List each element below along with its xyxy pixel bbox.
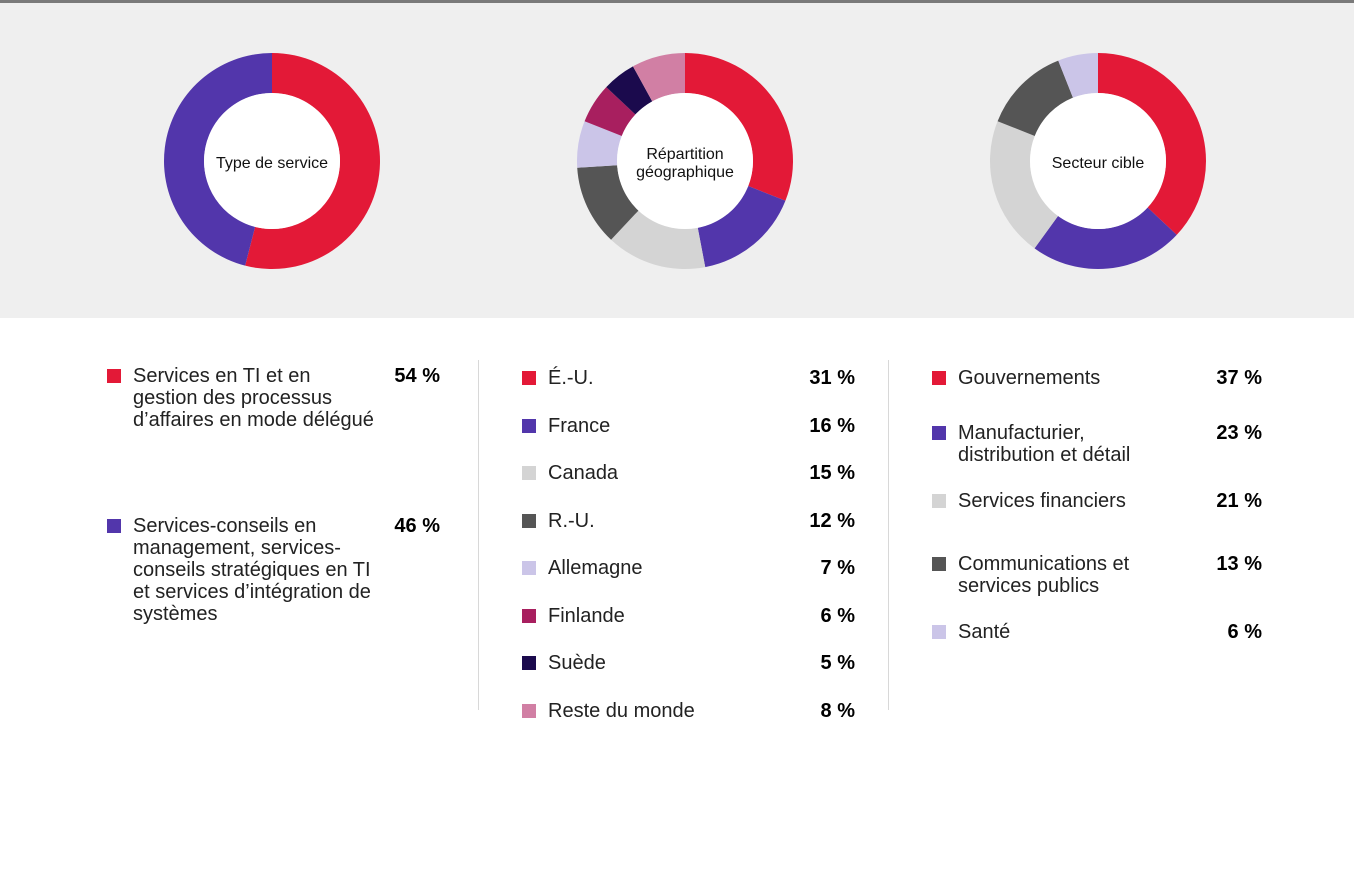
separator	[888, 360, 889, 710]
legend-label: Santé	[958, 621, 1011, 643]
donut-title: Répartition géographique	[636, 146, 734, 181]
legend-label: Suède	[548, 652, 606, 674]
legend-value: 8 %	[820, 700, 855, 722]
legend-entry: Allemagne	[522, 557, 768, 579]
donut-slice	[685, 53, 793, 201]
legend-entry: Reste du monde	[522, 700, 768, 722]
legend-swatch	[932, 426, 946, 440]
legend-entry: Finlande	[522, 605, 768, 627]
legend-value: 21 %	[1216, 490, 1262, 512]
donut-title: Type de service	[215, 155, 329, 172]
legend-value: 16 %	[809, 415, 855, 437]
legend-entry: Services-conseils en management, service…	[107, 515, 378, 625]
legend-entry: Suède	[522, 652, 768, 674]
donut-title: Secteur cible	[1051, 155, 1145, 172]
donut-slice	[245, 53, 380, 269]
legend-swatch	[932, 494, 946, 508]
legend-swatch	[932, 557, 946, 571]
legend-label: R.-U.	[548, 510, 595, 532]
legend-label: Reste du monde	[548, 700, 695, 722]
legend-swatch	[522, 466, 536, 480]
legend-value: 46 %	[394, 515, 440, 537]
legend-swatch	[932, 371, 946, 385]
legend-value: 23 %	[1216, 422, 1262, 444]
legend-swatch	[522, 609, 536, 623]
donut-slice	[990, 121, 1059, 249]
donut-slice	[1098, 53, 1206, 235]
legend-entry: Services en TI et en gestion des process…	[107, 365, 378, 431]
legend-label: Services-conseils en management, service…	[133, 515, 371, 625]
donut-slice	[577, 165, 639, 240]
legend-entry: Santé	[932, 621, 1173, 643]
legend-entry: Manufacturier, distribution et détail	[932, 422, 1173, 466]
legend-entry: France	[522, 415, 768, 437]
legend-swatch	[522, 704, 536, 718]
donut-slice	[611, 210, 706, 270]
legend-value: 5 %	[820, 652, 855, 674]
legend-entry: R.-U.	[522, 510, 768, 532]
donut-slice	[632, 53, 685, 102]
legend-swatch	[522, 514, 536, 528]
donut-hole	[204, 93, 340, 229]
donut-slice	[577, 121, 622, 168]
legend-value: 7 %	[820, 557, 855, 579]
legend-label: Communications et services publics	[958, 553, 1130, 597]
donut-hole	[617, 93, 753, 229]
legend-value: 54 %	[394, 365, 440, 387]
legend-value: 13 %	[1216, 553, 1262, 575]
legend-label: Services financiers	[958, 490, 1126, 512]
legend-value: 6 %	[1227, 621, 1262, 643]
legend-swatch	[522, 656, 536, 670]
donut-slice	[1058, 53, 1098, 98]
legend-swatch	[522, 371, 536, 385]
separator	[478, 360, 479, 710]
legend-label: Finlande	[548, 605, 625, 627]
donuts	[163, 53, 1206, 270]
donut-slice	[584, 87, 636, 136]
donut-slice	[606, 66, 653, 115]
donut-slice	[1034, 207, 1177, 270]
legend-label: Canada	[548, 462, 619, 484]
legend-swatch	[522, 561, 536, 575]
legend-value: 37 %	[1216, 367, 1262, 389]
legend-swatch	[107, 519, 121, 533]
donut-slice	[163, 53, 272, 266]
legend-label: France	[548, 415, 611, 437]
legend-value: 31 %	[809, 367, 855, 389]
legend-value: 6 %	[820, 605, 855, 627]
donut-hole	[1030, 93, 1166, 229]
legend-value: 12 %	[809, 510, 855, 532]
legend-swatch	[107, 369, 121, 383]
legend-label: Gouvernements	[958, 367, 1101, 389]
legend-entry: Gouvernements	[932, 367, 1173, 389]
donut-slice	[997, 60, 1073, 136]
legend-entry: Canada	[522, 462, 768, 484]
legend-entry: Services financiers	[932, 490, 1173, 512]
legend-swatch	[932, 625, 946, 639]
legend-label: Manufacturier, distribution et détail	[958, 422, 1131, 466]
legend-label: Allemagne	[548, 557, 643, 579]
legend-entry: É.-U.	[522, 367, 768, 389]
donut-slice	[697, 186, 786, 268]
legend-label: Services en TI et en gestion des process…	[133, 365, 374, 431]
legend-label: É.-U.	[548, 367, 594, 389]
legend-swatch	[522, 419, 536, 433]
legend-value: 15 %	[809, 462, 855, 484]
legend-entry: Communications et services publics	[932, 553, 1173, 597]
